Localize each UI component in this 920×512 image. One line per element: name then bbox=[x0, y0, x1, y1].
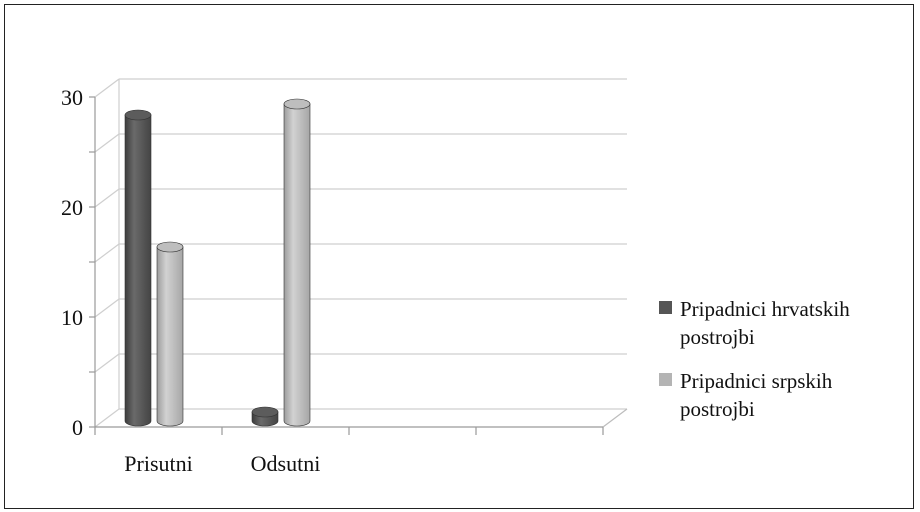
bar bbox=[124, 109, 152, 427]
bar-body bbox=[156, 246, 184, 427]
y-tick-label: 0 bbox=[72, 415, 83, 440]
bar-top bbox=[251, 406, 279, 418]
gridlines bbox=[94, 78, 628, 428]
legend-label-srpskih-line1: Pripadnici srpskih bbox=[680, 369, 833, 393]
legend-swatch-hrvatskih bbox=[659, 301, 672, 314]
bar bbox=[156, 241, 184, 427]
axis-labels: 0 10 20 30 Prisutni Odsutni bbox=[61, 85, 320, 476]
bar-body bbox=[283, 103, 311, 427]
legend-label-hrvatskih-line2: postrojbi bbox=[680, 325, 755, 349]
gridline-depth bbox=[94, 188, 120, 208]
x-category-label: Odsutni bbox=[251, 451, 321, 476]
legend-label-srpskih-line2: postrojbi bbox=[680, 397, 755, 421]
floor-edge bbox=[602, 408, 628, 428]
axes bbox=[89, 96, 604, 435]
gridline-depth bbox=[94, 408, 120, 428]
legend: Pripadnici hrvatskih postrojbi Pripadnic… bbox=[659, 297, 855, 421]
y-tick-label: 20 bbox=[61, 195, 83, 220]
chart-frame bbox=[4, 4, 914, 509]
bar-top bbox=[156, 241, 184, 253]
x-category-label: Prisutni bbox=[124, 451, 192, 476]
gridline-depth bbox=[94, 298, 120, 318]
legend-label-hrvatskih-line1: Pripadnici hrvatskih bbox=[680, 297, 850, 321]
bars bbox=[124, 98, 311, 427]
gridline-depth bbox=[94, 353, 120, 373]
bar-top bbox=[283, 98, 311, 110]
legend-swatch-srpskih bbox=[659, 373, 672, 386]
gridline-depth bbox=[94, 243, 120, 263]
bar-body bbox=[124, 114, 152, 427]
y-tick-label: 10 bbox=[61, 305, 83, 330]
y-tick-label: 30 bbox=[61, 85, 83, 110]
bar bbox=[283, 98, 311, 427]
gridline-depth bbox=[94, 133, 120, 153]
legend-label-srpskih: Pripadnici srpskih postrojbi bbox=[680, 369, 838, 421]
gridline-depth bbox=[94, 78, 120, 98]
bar-top bbox=[124, 109, 152, 121]
bar bbox=[251, 406, 279, 427]
legend-label-hrvatskih: Pripadnici hrvatskih postrojbi bbox=[680, 297, 855, 349]
